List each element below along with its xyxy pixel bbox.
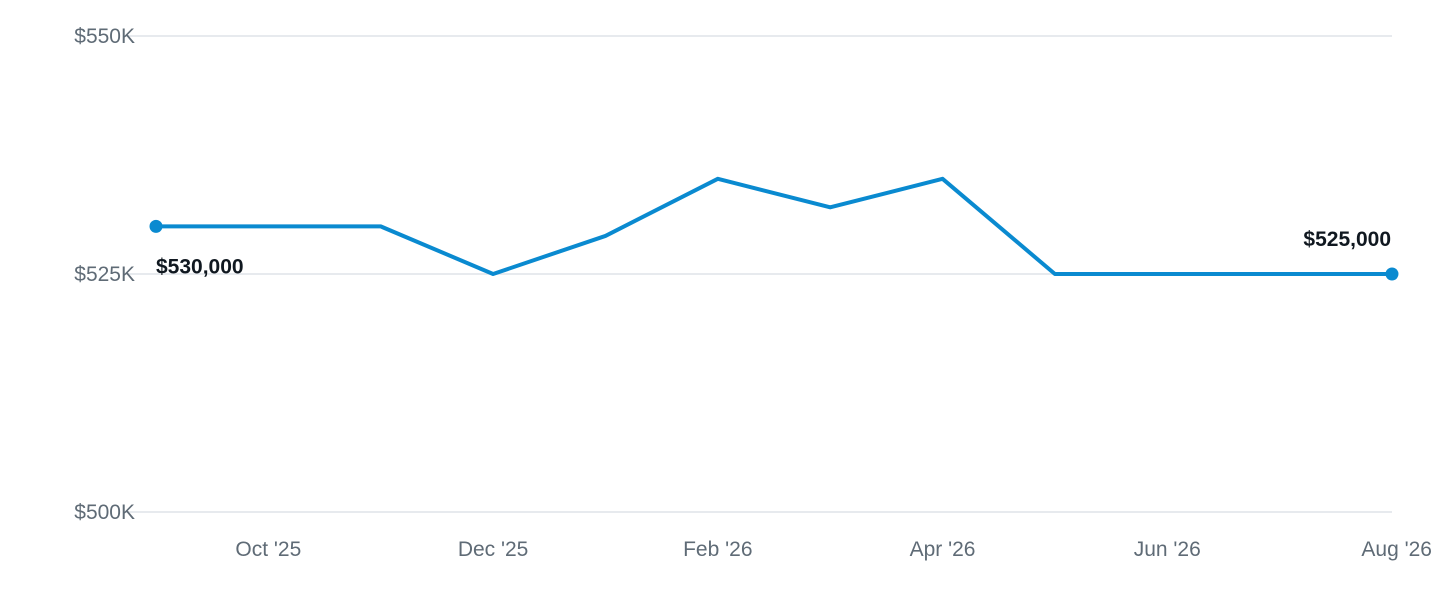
end-point bbox=[1385, 267, 1399, 281]
start-point bbox=[149, 219, 163, 233]
data-labels: $530,000 $525,000 bbox=[156, 228, 1391, 278]
x-axis-tick-labels: Oct '25 Dec '25 Feb '26 Apr '26 Jun '26 Aug '… bbox=[235, 538, 1432, 561]
series-line-0 bbox=[154, 176, 1394, 276]
y-tick-label: $500K bbox=[74, 501, 135, 524]
y-tick-label: $550K bbox=[74, 25, 135, 48]
x-tick-label: Oct '25 bbox=[235, 538, 301, 561]
y-axis-tick-labels: $500K $525K $550K bbox=[74, 25, 135, 524]
x-tick-label: Aug '26 bbox=[1361, 538, 1432, 561]
x-tick-label: Feb '26 bbox=[683, 538, 752, 561]
series-layer bbox=[149, 176, 1399, 281]
x-tick-label: Apr '26 bbox=[910, 538, 976, 561]
x-tick-label: Jun '26 bbox=[1134, 538, 1201, 561]
y-tick-label: $525K bbox=[74, 263, 135, 286]
start-value-label: $530,000 bbox=[156, 255, 244, 278]
x-tick-label: Dec '25 bbox=[458, 538, 529, 561]
end-value-label: $525,000 bbox=[1303, 228, 1391, 251]
